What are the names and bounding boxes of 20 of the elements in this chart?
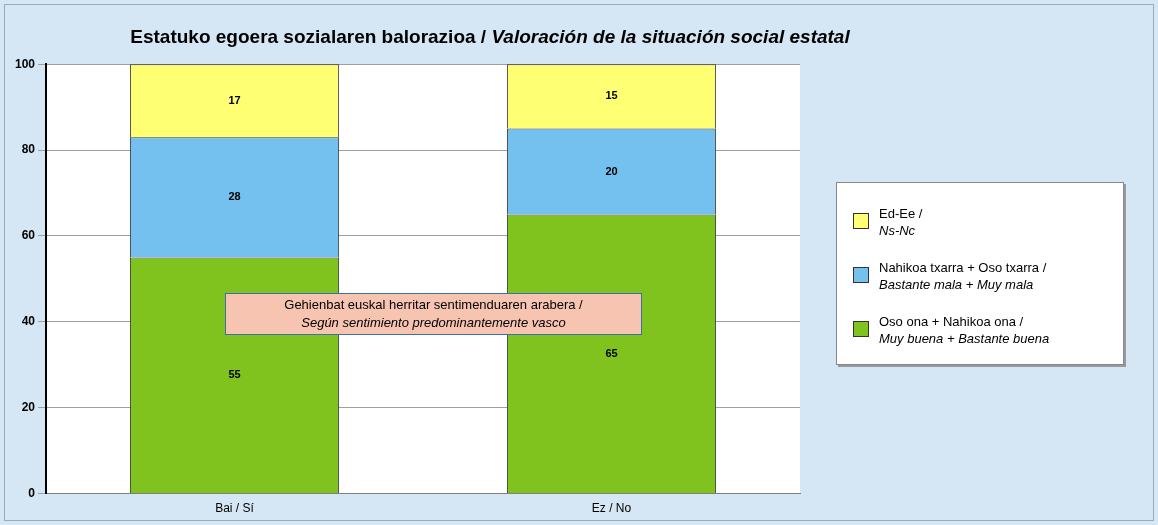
legend-label: Oso ona + Nahikoa ona / Muy buena + Bastante buena [879,314,1050,346]
annotation: Gehienbat euskal herritar sentimenduaren arabera / Según sentimiento predominantemente vasco [284,297,583,330]
x-tick-label: Bai / Sí [215,501,255,516]
data-label: 15 [605,89,618,102]
x-tick-label: Ez / No [591,501,632,516]
y-tick-label: 80 [21,142,36,157]
y-tick-label: 0 [28,485,36,500]
data-label: 20 [605,164,618,177]
data-label: 28 [228,190,241,203]
y-tick-label: 100 [14,56,36,71]
data-label: 65 [605,346,618,359]
chart-title: Estatuko egoera sozialaren balorazioa / Valoración de la situación social estatal [130,26,850,47]
legend-label: Ed-Ee / Ns-Nc [879,206,923,238]
note-box: Gehienbat euskal herritar sentimenduaren arabera / Según sentimiento predominantemente vasco [225,293,642,335]
y-tick-label: 40 [21,314,36,329]
y-tick-label: 20 [21,400,36,415]
legend-label: Nahikoa txarra + Oso txarra / Bastante mala + Muy mala [879,260,1047,292]
y-tick-label: 60 [21,228,36,243]
data-label: 17 [228,93,241,106]
data-label: 55 [228,368,241,381]
